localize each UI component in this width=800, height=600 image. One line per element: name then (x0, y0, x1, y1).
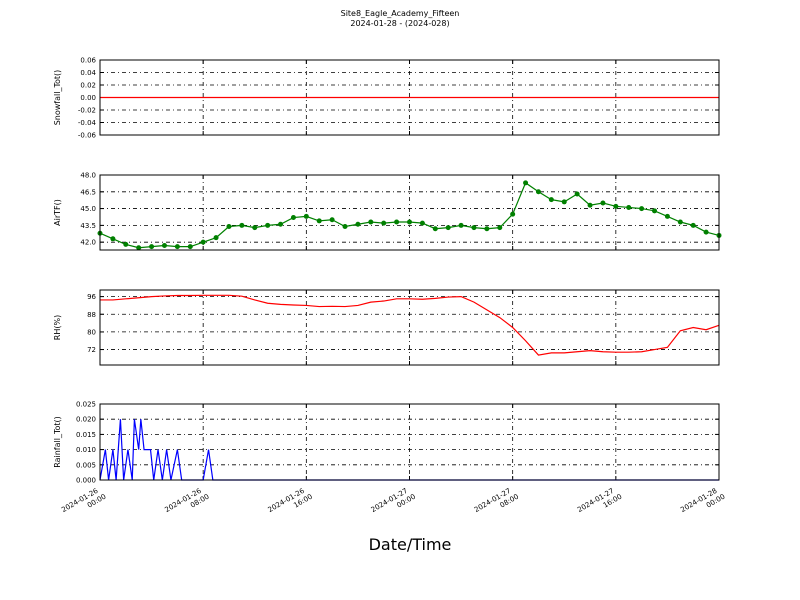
marker (432, 226, 438, 232)
chart-subtitle: 2024-01-28 - (2024-028) (350, 19, 449, 28)
marker (587, 202, 593, 208)
y-tick-label: -0.04 (78, 119, 97, 127)
y-tick-label: 42.0 (80, 239, 96, 247)
marker (316, 218, 322, 224)
marker (329, 217, 335, 223)
marker (123, 241, 129, 247)
y-tick-label: 43.5 (80, 222, 96, 230)
y-tick-label: 48.0 (80, 172, 96, 180)
marker (303, 213, 309, 219)
marker (510, 211, 516, 217)
y-tick-label: -0.02 (78, 107, 96, 115)
plot-frame (99, 59, 720, 136)
chart-title: Site8_Eagle_Academy_Fifteen (341, 9, 460, 18)
marker (497, 225, 503, 231)
marker (252, 225, 258, 231)
marker (136, 245, 142, 251)
marker (471, 225, 477, 231)
y-tick-label: 46.5 (80, 188, 96, 196)
subplot: 0.0250.0200.0150.0100.0050.0002024-01-26… (53, 401, 727, 522)
marker (574, 191, 580, 197)
plot-frame (99, 403, 720, 481)
y-tick-label: 80 (87, 328, 96, 336)
marker (535, 189, 541, 195)
marker (110, 236, 116, 242)
marker (149, 244, 155, 250)
marker (664, 213, 670, 219)
y-tick-label: 0.00 (80, 94, 96, 102)
marker (626, 204, 632, 210)
marker (239, 222, 245, 228)
marker (445, 225, 451, 231)
marker (600, 200, 606, 206)
marker (458, 222, 464, 228)
y-tick-label: 0.005 (76, 461, 96, 469)
x-tick-label: 2024-01-2716:00 (576, 485, 623, 522)
marker (484, 226, 490, 232)
subplot: 96 88 80 72 RH(%) (53, 289, 720, 366)
marker (161, 243, 167, 249)
marker (652, 208, 658, 214)
marker (381, 220, 387, 226)
plot-frame (99, 289, 720, 366)
marker (613, 203, 619, 209)
marker (290, 215, 296, 221)
y-tick-label: 0.02 (80, 82, 96, 90)
marker (639, 206, 645, 212)
series-line (100, 294, 720, 356)
marker (407, 219, 412, 225)
marker (523, 180, 529, 186)
marker (394, 219, 400, 225)
marker (561, 199, 567, 205)
x-axis-label: Date/Time (369, 535, 452, 554)
y-tick-label: 0.015 (76, 431, 96, 439)
y-axis-label: Snowfall_Tot() (53, 70, 62, 126)
y-tick-label: 0.020 (76, 416, 96, 424)
x-tick-label: 2024-01-2708:00 (473, 485, 520, 522)
x-tick-label: 2024-01-2616:00 (267, 485, 314, 522)
y-axis-label: RH(%) (53, 315, 62, 340)
y-tick-label: -0.06 (78, 132, 97, 140)
y-tick-label: 0.04 (80, 69, 96, 77)
y-tick-label: 0.010 (76, 446, 96, 454)
plot-frame (99, 174, 720, 251)
subplot: 0.06 0.04 0.02 0.00 -0.02 -0.04 -0.06 Snowfall_… (53, 57, 720, 140)
marker (200, 239, 206, 245)
marker (703, 229, 709, 235)
y-tick-label: 0.06 (80, 57, 96, 65)
y-tick-label: 0.000 (76, 477, 96, 485)
marker (226, 223, 232, 229)
marker (548, 197, 554, 203)
marker (355, 221, 361, 227)
subplot: 48.0 46.5 45.0 43.5 42.0 AirTF() (53, 172, 722, 251)
marker (174, 244, 180, 250)
x-tick-label: 2024-01-2700:00 (370, 485, 417, 522)
marker (342, 223, 348, 229)
marker (677, 219, 683, 225)
y-tick-label: 45.0 (80, 205, 96, 213)
x-tick-label: 2024-01-2600:00 (60, 485, 107, 522)
y-axis-label: Rainfall_Tot() (53, 416, 62, 468)
x-tick-label: 2024-01-2608:00 (163, 485, 210, 522)
marker (368, 219, 374, 225)
marker (213, 235, 219, 241)
x-tick-label: 2024-01-2800:00 (679, 485, 726, 522)
y-axis-label: AirTF() (53, 199, 62, 226)
y-tick-label: 96 (87, 293, 96, 301)
marker (187, 244, 193, 250)
marker (265, 222, 271, 228)
y-tick-label: 0.025 (76, 401, 96, 409)
y-tick-label: 72 (87, 346, 96, 354)
marker (278, 221, 284, 227)
y-tick-label: 88 (87, 311, 96, 319)
marker (419, 220, 425, 226)
marker (690, 222, 696, 228)
